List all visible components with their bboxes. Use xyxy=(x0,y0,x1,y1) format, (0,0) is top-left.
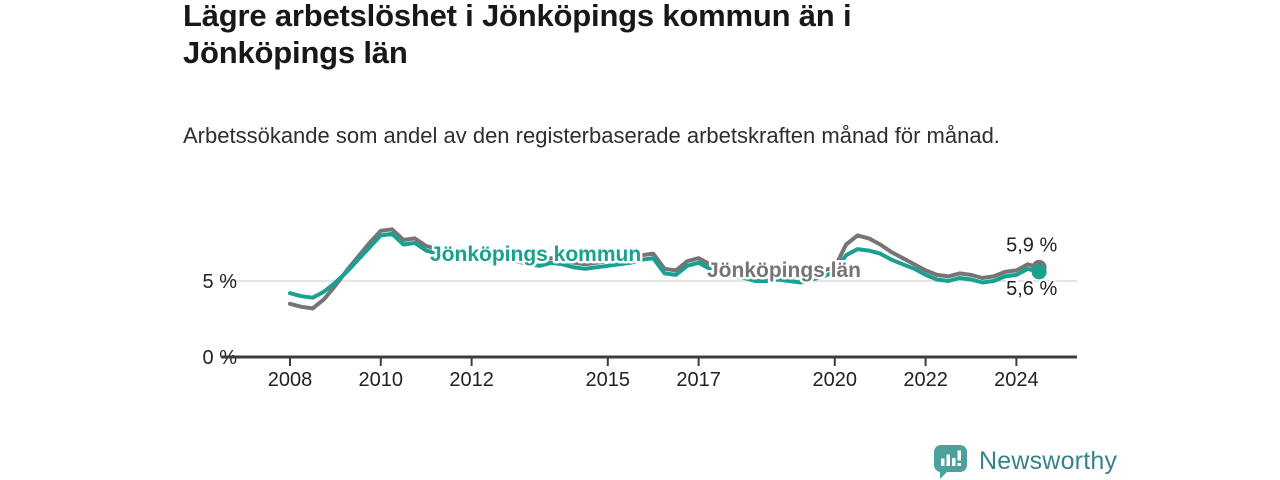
y-tick-label: 5 % xyxy=(203,271,238,293)
series-end-label-1: 5,6 % xyxy=(1006,278,1057,300)
series-line-0 xyxy=(288,227,1042,311)
logo-exclamation-bar xyxy=(957,450,961,460)
y-tick-label: 0 % xyxy=(203,347,238,369)
series-end-label-0: 5,9 % xyxy=(1006,234,1057,256)
series-line-1 xyxy=(288,231,1042,300)
x-tick-label: 2017 xyxy=(676,369,721,391)
unemployment-line-chart: 0 % 5 % 2008 2010 2012 2015 2017 2020 2022 2024 Jö… xyxy=(203,227,1077,391)
newsworthy-icon xyxy=(934,444,967,479)
x-tick-label: 2020 xyxy=(813,369,858,391)
chart-subtitle: Arbetssökande som andel av den registerb… xyxy=(183,123,1000,148)
x-tick-label: 2022 xyxy=(903,369,948,391)
x-tick-label: 2015 xyxy=(586,369,631,391)
brand-name: Newsworthy xyxy=(979,446,1118,475)
series-label-0: Jönköpings län xyxy=(707,259,861,282)
x-tick-label: 2008 xyxy=(268,369,313,391)
logo-exclamation-dot xyxy=(957,462,961,466)
series-end-dot-1 xyxy=(1031,264,1047,280)
x-tick-label: 2010 xyxy=(359,369,404,391)
x-tick-label: 2012 xyxy=(449,369,494,391)
newsworthy-logo: Newsworthy xyxy=(932,442,1117,480)
logo-bar-2 xyxy=(946,454,950,466)
chart-title: Lägre arbetslöshet i Jönköpings kommun ä… xyxy=(183,0,852,70)
series-label-1: Jönköpings kommun xyxy=(430,243,641,266)
x-tick-label: 2024 xyxy=(994,369,1039,391)
logo-bar-3 xyxy=(952,457,956,466)
logo-bar-1 xyxy=(941,458,945,466)
